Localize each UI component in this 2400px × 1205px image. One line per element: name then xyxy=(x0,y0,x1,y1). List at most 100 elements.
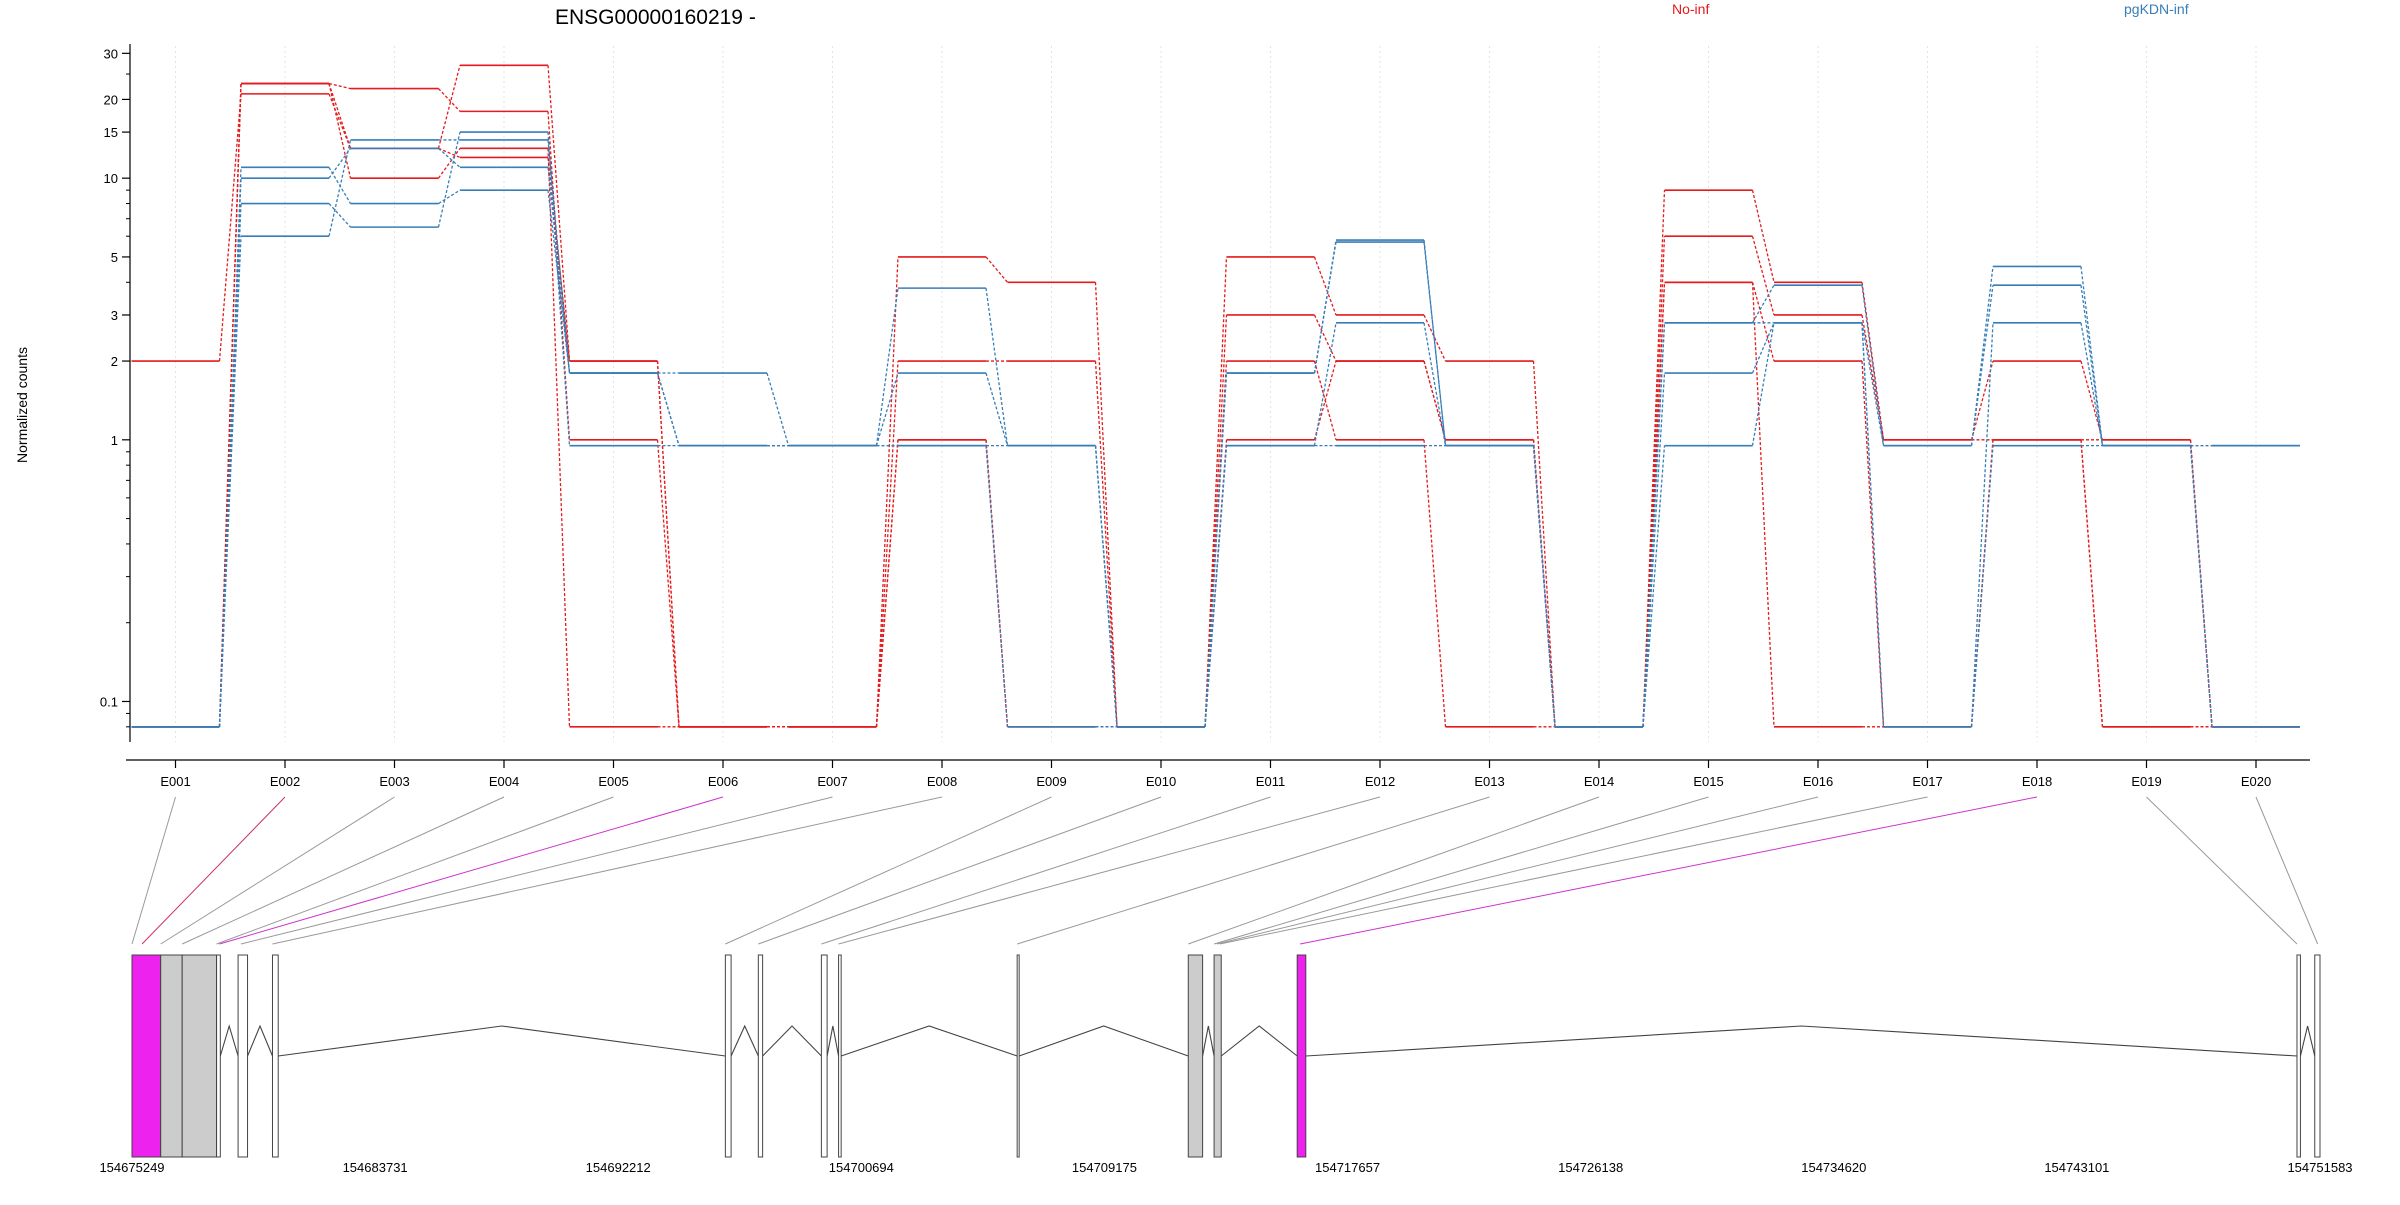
data-connector xyxy=(438,88,461,112)
data-connector xyxy=(875,439,899,727)
x-tick-label-e002: E002 xyxy=(270,774,300,789)
exon-link-e018 xyxy=(1299,796,2038,945)
data-connector xyxy=(328,82,351,90)
data-connector xyxy=(437,131,461,228)
series-pgkdn-inf-7 xyxy=(131,139,2300,728)
data-connector xyxy=(438,189,461,205)
chart-title: ENSG00000160219 - xyxy=(555,6,756,29)
exon-link-e001 xyxy=(131,796,176,945)
exon-box xyxy=(131,954,162,1158)
data-connector xyxy=(1423,322,1447,446)
data-connector xyxy=(2080,439,2104,727)
data-connector xyxy=(1204,439,1228,727)
data-connector xyxy=(1313,256,1337,316)
y-tick-label: 20 xyxy=(104,92,118,107)
y-tick-label: 5 xyxy=(111,250,118,265)
series-no-inf-2 xyxy=(131,82,2300,728)
data-connector xyxy=(1313,322,1337,446)
data-connector xyxy=(1094,361,1118,727)
data-connector xyxy=(437,147,461,179)
data-connector xyxy=(2080,322,2104,446)
exon-box xyxy=(1187,954,1204,1158)
data-connector xyxy=(328,93,352,149)
data-connector xyxy=(1751,282,1775,362)
y-tick-label: 2 xyxy=(111,354,118,369)
data-connector xyxy=(547,190,571,374)
data-connector xyxy=(1970,285,1994,446)
data-connector xyxy=(1532,445,1556,727)
data-connector xyxy=(1970,439,1994,727)
intron-connector xyxy=(247,1024,273,1057)
data-connector xyxy=(985,445,1009,727)
exon-box xyxy=(820,954,828,1158)
y-tick-label: 10 xyxy=(104,171,118,186)
intron-connector xyxy=(1202,1025,1215,1057)
exon-link-e016 xyxy=(1216,796,1819,945)
data-connector xyxy=(1751,322,1775,374)
data-connector xyxy=(1642,322,1666,727)
data-connector xyxy=(2080,439,2104,727)
x-tick-label-e015: E015 xyxy=(1693,774,1723,789)
data-connector xyxy=(1313,314,1337,362)
exon-box xyxy=(237,954,249,1158)
exon-link-e015 xyxy=(1213,796,1709,945)
exon-link-e017 xyxy=(1219,796,1928,945)
exon-box xyxy=(1296,954,1307,1158)
exon-box xyxy=(2314,954,2321,1158)
x-tick-label-e003: E003 xyxy=(379,774,409,789)
exon-box xyxy=(160,954,183,1158)
genomic-tick-label: 154675249 xyxy=(99,1160,164,1175)
data-connector xyxy=(1970,360,1994,440)
x-tick-label-e011: E011 xyxy=(1256,774,1285,789)
data-connector xyxy=(547,148,571,727)
data-connector xyxy=(438,147,461,159)
data-connector xyxy=(1642,372,1666,727)
legend-entry-pgkdn-inf: pgKDN-inf xyxy=(2124,1,2189,17)
exon-link-e002 xyxy=(141,796,286,945)
x-tick-label-e017: E017 xyxy=(1912,774,1942,789)
data-connector xyxy=(547,167,571,374)
exon-box xyxy=(271,954,279,1158)
data-connector xyxy=(1970,445,1994,727)
data-connector xyxy=(218,236,242,727)
series-lines xyxy=(131,64,2300,728)
data-connector xyxy=(1970,439,1994,727)
genomic-tick-label: 154743101 xyxy=(2044,1160,2109,1175)
data-connector xyxy=(1751,322,1775,446)
y-tick-label: 30 xyxy=(104,46,118,61)
data-connector xyxy=(2080,360,2104,440)
data-connector xyxy=(1204,314,1228,727)
series-pgkdn-inf-5 xyxy=(131,147,2300,728)
data-connector xyxy=(1861,361,1885,727)
data-connector xyxy=(1204,372,1228,727)
exon-box xyxy=(1016,954,1020,1158)
data-connector xyxy=(1094,282,1118,727)
x-tick-label-e004: E004 xyxy=(489,774,519,789)
y-tick-label: 3 xyxy=(111,308,118,323)
intron-connector xyxy=(1018,1025,1189,1057)
data-connector xyxy=(1204,256,1228,727)
data-connector xyxy=(328,147,352,179)
exon-link-e012 xyxy=(838,796,1381,945)
genomic-tick-label: 154709175 xyxy=(1072,1160,1137,1175)
data-connector xyxy=(1970,322,1994,727)
data-connector xyxy=(1861,322,1885,727)
x-tick-label-e006: E006 xyxy=(708,774,738,789)
y-tick-label: 1 xyxy=(111,433,118,448)
y-axis-label: Normalized counts xyxy=(14,347,30,463)
data-connector xyxy=(328,83,352,149)
data-connector xyxy=(1642,282,1666,727)
exon-box xyxy=(2296,954,2301,1158)
intron-connector xyxy=(1305,1025,2298,1057)
data-connector xyxy=(656,361,680,727)
data-connector xyxy=(437,65,461,149)
genomic-tick-label: 154700694 xyxy=(829,1160,894,1175)
data-connector xyxy=(985,372,1009,446)
data-connector xyxy=(328,83,352,179)
data-connector xyxy=(328,139,352,237)
data-connector xyxy=(1532,361,1556,727)
data-connector xyxy=(547,157,571,362)
x-tick-label-e010: E010 xyxy=(1146,774,1176,789)
x-tick-label-e019: E019 xyxy=(2131,774,2161,789)
gene-model: 154675249 154683731 154692212 154700694 1547… xyxy=(99,954,2353,1175)
